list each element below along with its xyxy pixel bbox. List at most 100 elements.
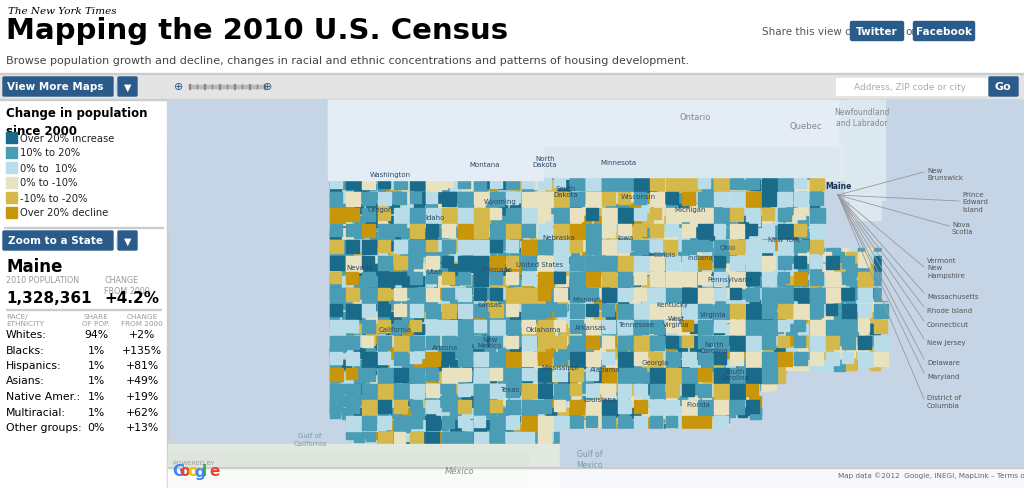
Bar: [658, 424, 665, 431]
Bar: [426, 320, 432, 327]
Bar: [582, 288, 594, 300]
Bar: [582, 241, 591, 250]
Bar: [410, 368, 424, 383]
Bar: [810, 252, 819, 261]
Bar: [802, 272, 810, 280]
Bar: [682, 400, 696, 415]
Bar: [346, 177, 353, 184]
Bar: [746, 320, 753, 327]
Bar: [410, 408, 418, 416]
Bar: [578, 305, 586, 312]
Bar: [726, 145, 735, 154]
Bar: [546, 193, 552, 199]
Bar: [378, 288, 389, 300]
Bar: [682, 368, 689, 376]
Bar: [586, 345, 593, 351]
Bar: [682, 345, 689, 352]
Bar: [482, 440, 489, 448]
Bar: [418, 217, 425, 224]
Bar: [762, 169, 772, 179]
Bar: [474, 224, 487, 238]
Bar: [738, 264, 749, 275]
Bar: [802, 248, 808, 254]
Bar: [698, 177, 706, 184]
Bar: [798, 241, 808, 250]
Bar: [746, 184, 753, 192]
Bar: [810, 145, 823, 158]
Bar: [366, 396, 376, 407]
Bar: [714, 224, 722, 232]
Bar: [554, 400, 565, 411]
Bar: [778, 281, 786, 288]
Bar: [370, 241, 377, 247]
Bar: [682, 408, 688, 414]
Bar: [650, 440, 656, 447]
Bar: [642, 432, 649, 440]
Bar: [690, 432, 698, 440]
Bar: [794, 145, 802, 153]
Bar: [634, 368, 646, 381]
Bar: [482, 184, 487, 190]
Bar: [438, 252, 446, 261]
Bar: [522, 420, 534, 431]
Bar: [866, 296, 872, 303]
Text: New York: New York: [768, 237, 800, 243]
Bar: [522, 232, 529, 240]
Bar: [702, 288, 714, 300]
Bar: [346, 288, 352, 295]
Bar: [0, 101, 167, 488]
Bar: [570, 184, 578, 192]
Bar: [346, 416, 361, 431]
Bar: [642, 384, 648, 390]
Bar: [378, 217, 387, 225]
Bar: [498, 224, 506, 232]
Bar: [746, 145, 761, 159]
Bar: [168, 467, 1024, 488]
Bar: [650, 193, 664, 206]
Bar: [450, 228, 459, 238]
Bar: [762, 288, 768, 294]
Bar: [682, 248, 688, 254]
Bar: [354, 372, 366, 384]
Bar: [378, 193, 388, 203]
Bar: [570, 161, 577, 167]
Text: Over 20% increase: Over 20% increase: [20, 133, 115, 143]
Bar: [546, 384, 558, 396]
Bar: [390, 217, 401, 228]
Bar: [474, 201, 480, 206]
Bar: [426, 241, 435, 249]
Bar: [738, 252, 749, 263]
Bar: [750, 181, 760, 190]
Bar: [602, 161, 608, 167]
Bar: [678, 312, 689, 323]
FancyBboxPatch shape: [3, 231, 113, 250]
Bar: [490, 384, 504, 398]
Bar: [578, 232, 584, 239]
Bar: [482, 416, 489, 424]
Bar: [562, 272, 569, 280]
Bar: [754, 257, 761, 264]
Bar: [786, 288, 792, 294]
Bar: [754, 288, 762, 296]
Bar: [578, 248, 585, 255]
Bar: [746, 305, 762, 320]
Bar: [450, 184, 456, 191]
Bar: [394, 241, 400, 247]
Bar: [546, 312, 554, 321]
Bar: [378, 368, 393, 384]
Bar: [442, 336, 447, 342]
Bar: [570, 276, 581, 287]
Bar: [642, 157, 651, 166]
Bar: [714, 288, 726, 301]
Bar: [586, 193, 594, 200]
Bar: [674, 161, 681, 168]
Bar: [466, 281, 473, 287]
Bar: [498, 228, 510, 241]
Bar: [338, 336, 345, 344]
Bar: [650, 217, 657, 224]
Bar: [330, 177, 342, 188]
Bar: [482, 424, 489, 431]
Bar: [490, 248, 496, 254]
Bar: [498, 424, 505, 430]
Bar: [558, 252, 568, 263]
